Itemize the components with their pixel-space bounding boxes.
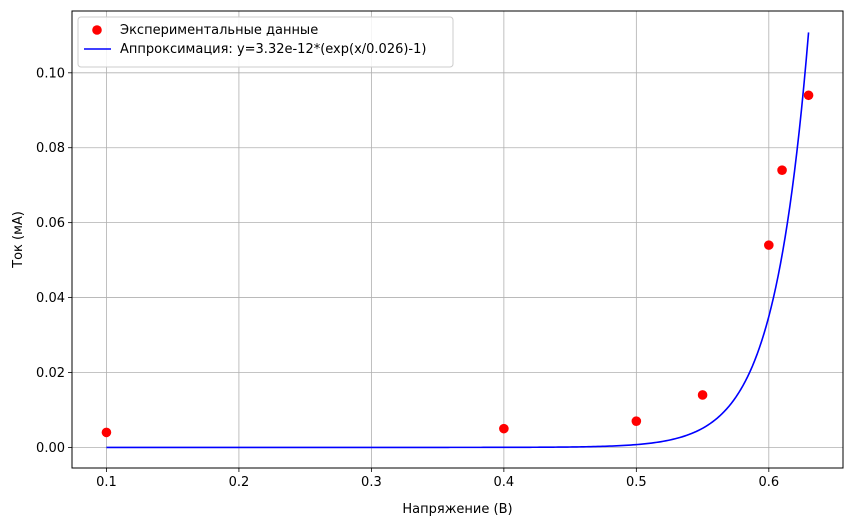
scatter-points-layer: [101, 90, 814, 438]
y-tick-label: 0.00: [36, 441, 65, 456]
y-tick-label: 0.10: [36, 66, 65, 81]
grid: [72, 11, 843, 468]
x-tick-label: 0.3: [361, 475, 382, 490]
data-point: [777, 165, 787, 176]
y-tick-label: 0.06: [36, 216, 65, 231]
x-tick-label: 0.6: [758, 475, 779, 490]
x-tick-label: 0.4: [494, 475, 515, 490]
x-tick-label: 0.1: [96, 475, 117, 490]
data-point: [764, 240, 774, 250]
y-tick-label: 0.04: [36, 291, 65, 306]
legend: Экспериментальные данные Аппроксимация: …: [77, 16, 454, 68]
legend-entry-fit: Аппроксимация: y=3.32e-12*(exp(x/0.026)-…: [120, 42, 426, 57]
y-tick-label: 0.02: [36, 366, 65, 381]
plot-frame: [71, 10, 844, 469]
fit-line: [106, 32, 810, 449]
x-tick-label: 0.5: [626, 475, 647, 490]
legend-box: [77, 16, 454, 68]
data-point: [499, 423, 509, 434]
data-point: [803, 90, 814, 101]
y-axis-label: Ток (мА): [11, 211, 26, 269]
x-axis-label: Напряжение (В): [402, 502, 512, 517]
x-tick-label: 0.2: [229, 475, 250, 490]
legend-entry-scatter: Экспериментальные данные: [120, 23, 318, 38]
data-point: [697, 390, 708, 400]
legend-marker-scatter: [92, 25, 102, 35]
y-ticks: 0.00 0.02 0.04 0.06 0.08 0.10: [36, 66, 72, 456]
data-point: [101, 427, 112, 438]
data-point: [631, 416, 642, 426]
y-tick-label: 0.08: [36, 141, 65, 156]
x-ticks: 0.1 0.2 0.3 0.4 0.5 0.6: [96, 468, 779, 490]
fit-line-layer: [106, 32, 810, 449]
